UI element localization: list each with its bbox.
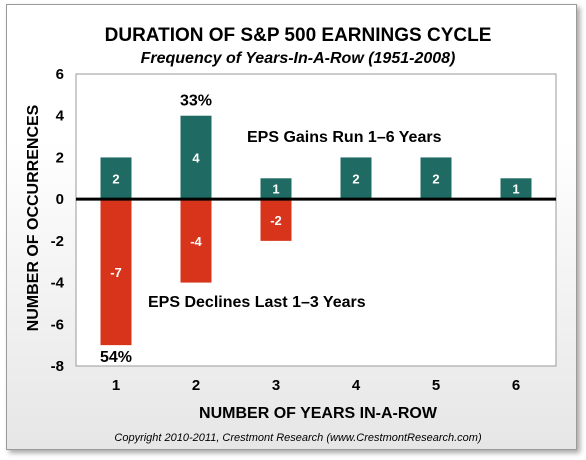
y-tick-label: -4 (51, 275, 65, 292)
y-tick-labels: 6 4 2 0 -2 -4 -6 -8 (51, 66, 65, 375)
bar (500, 178, 532, 200)
bar-data-label: -7 (110, 265, 122, 280)
bar-data-label: 4 (192, 150, 200, 165)
annotation-declines: EPS Declines Last 1–3 Years (148, 294, 366, 311)
annotation-pct-top: 33% (180, 93, 212, 110)
bars (100, 115, 532, 346)
bar (180, 115, 212, 200)
bar-data-label: 1 (512, 182, 519, 197)
bar-data-label: 2 (432, 171, 439, 186)
bar (100, 199, 132, 346)
x-tick-label: 1 (112, 377, 120, 394)
y-tick-label: -2 (51, 233, 64, 250)
x-tick-label: 4 (352, 377, 361, 394)
y-tick-label: -6 (51, 316, 64, 333)
plot-area (75, 73, 557, 367)
bar (260, 178, 292, 200)
x-tick-label: 5 (432, 377, 440, 394)
x-tick-labels: 1 2 3 4 5 6 (112, 377, 520, 394)
copyright-note: Copyright 2010-2011, Crestmont Research … (114, 432, 482, 444)
chart-subtitle: Frequency of Years-In-A-Row (1951-2008) (141, 50, 456, 67)
y-tick-label: 4 (56, 108, 65, 125)
bar (340, 157, 372, 200)
bar (180, 199, 212, 283)
bar-data-label: 2 (112, 171, 119, 186)
bar (100, 157, 132, 200)
bar-data-label: -2 (270, 213, 282, 228)
bar-data-label: 1 (272, 182, 279, 197)
bar (420, 157, 452, 200)
annotation-gains: EPS Gains Run 1–6 Years (247, 129, 442, 146)
y-tick-label: 0 (56, 191, 64, 208)
x-axis-label: NUMBER OF YEARS IN-A-ROW (199, 405, 438, 422)
bar-data-label: 2 (352, 171, 359, 186)
x-tick-label: 6 (512, 377, 520, 394)
y-axis-label: NUMBER OF OCCURRENCES (25, 104, 42, 331)
y-tick-label: 2 (56, 149, 64, 166)
x-tick-label: 3 (272, 377, 280, 394)
y-tick-label: 6 (56, 66, 64, 83)
bar (260, 199, 292, 241)
bar-data-label: -4 (190, 234, 202, 249)
bar-labels: 2 4 1 2 2 1 -7 -4 -2 (110, 150, 519, 280)
x-tick-label: 2 (192, 377, 200, 394)
annotation-pct-bottom: 54% (100, 349, 132, 366)
chart-title: DURATION OF S&P 500 EARNINGS CYCLE (105, 25, 492, 46)
y-tick-label: -8 (51, 358, 64, 375)
